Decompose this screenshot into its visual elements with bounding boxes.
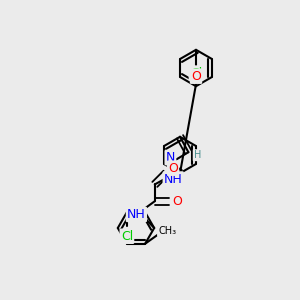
Text: NH: NH bbox=[127, 208, 146, 221]
Text: O: O bbox=[168, 162, 178, 175]
Text: Cl: Cl bbox=[121, 230, 133, 243]
Text: N: N bbox=[166, 151, 175, 164]
Text: Cl: Cl bbox=[190, 67, 202, 80]
Text: H: H bbox=[194, 150, 201, 160]
Text: NH: NH bbox=[164, 172, 183, 185]
Text: O: O bbox=[191, 70, 201, 83]
Text: CH₃: CH₃ bbox=[158, 226, 176, 236]
Text: O: O bbox=[172, 195, 182, 208]
